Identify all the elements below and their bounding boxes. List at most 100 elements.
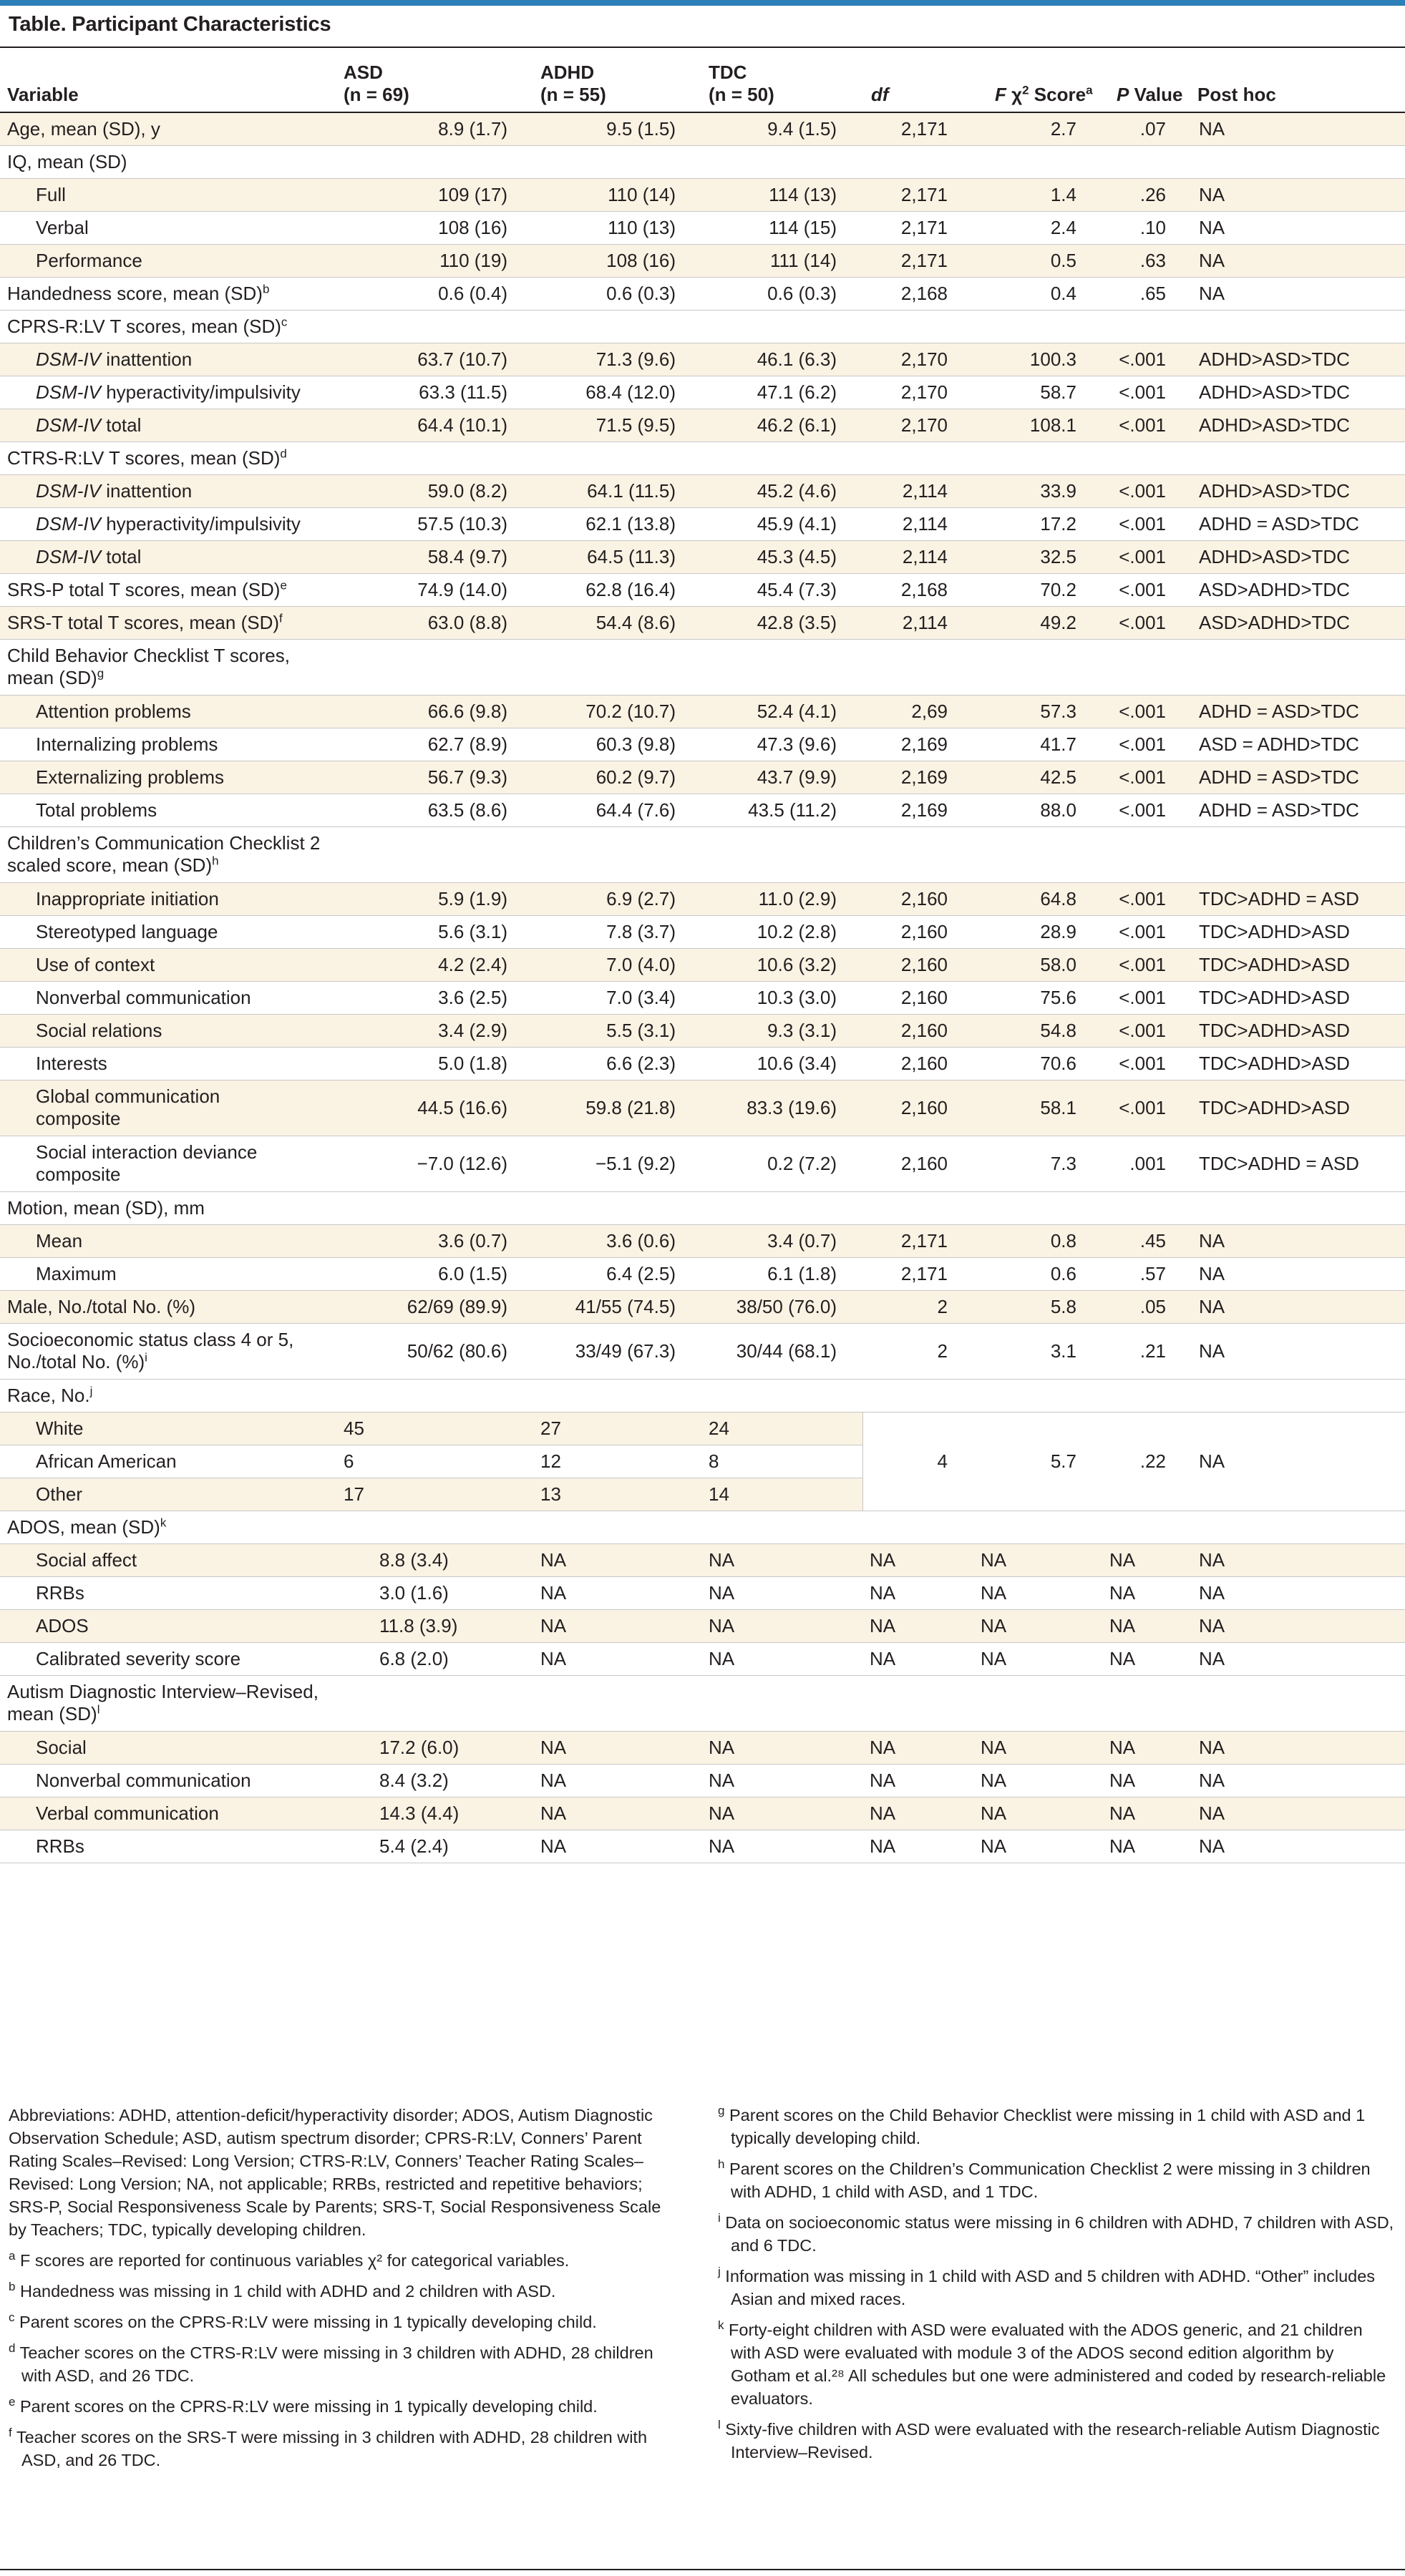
df-value: 2,160 xyxy=(862,1014,973,1048)
row-label: Global communication composite xyxy=(0,1080,336,1136)
f-value: 100.3 xyxy=(973,343,1102,376)
row-label: Maximum xyxy=(0,1257,336,1291)
post-hoc-value: NA xyxy=(1192,1830,1405,1863)
adhd-value: NA xyxy=(533,1764,701,1797)
p-value: NA xyxy=(1102,1642,1192,1676)
asd-value: −7.0 (12.6) xyxy=(336,1136,533,1192)
f-value: 58.0 xyxy=(973,948,1102,982)
tdc-value: 8 xyxy=(701,1445,862,1478)
p-value: .05 xyxy=(1102,1290,1192,1324)
section-label: Children’s Communication Checklist 2 sca… xyxy=(0,826,1405,883)
df-value: 2,160 xyxy=(862,948,973,982)
table-row: DSM-IV hyperactivity/impulsivity 57.5 (10… xyxy=(0,507,1405,541)
f-value: 88.0 xyxy=(973,794,1102,827)
f-value: 3.1 xyxy=(973,1323,1102,1380)
asd-value: 3.0 (1.6) xyxy=(336,1576,533,1610)
adhd-value: 64.1 (11.5) xyxy=(533,474,701,508)
section-row: CPRS-R:LV T scores, mean (SD)c xyxy=(0,310,1405,343)
post-hoc-value: ADHD = ASD>TDC xyxy=(1192,695,1405,728)
p-value: .63 xyxy=(1102,244,1192,278)
table-row: Interests 5.0 (1.8) 6.6 (2.3) 10.6 (3.4) 2,1… xyxy=(0,1047,1405,1080)
tdc-value: 11.0 (2.9) xyxy=(701,882,862,916)
p-value: NA xyxy=(1102,1576,1192,1610)
table-row: DSM-IV total 58.4 (9.7) 64.5 (11.3) 45.3 (4… xyxy=(0,540,1405,574)
asd-value: 5.6 (3.1) xyxy=(336,915,533,949)
tdc-value: 9.4 (1.5) xyxy=(701,112,862,146)
asd-value: 6.0 (1.5) xyxy=(336,1257,533,1291)
adhd-value: 33/49 (67.3) xyxy=(533,1323,701,1380)
footnote: l Sixty-five children with ASD were eval… xyxy=(718,2418,1380,2462)
df-value: 2,171 xyxy=(862,1257,973,1291)
f-value: 54.8 xyxy=(973,1014,1102,1048)
table-row: Social interaction deviance composite −7.… xyxy=(0,1136,1405,1192)
adhd-value: NA xyxy=(533,1642,701,1676)
asd-value: 6 xyxy=(336,1445,533,1478)
table-row: SRS-T total T scores, mean (SD)f 63.0 (8.… xyxy=(0,606,1405,640)
header-df: df xyxy=(862,57,973,113)
row-label: Mean xyxy=(0,1224,336,1258)
p-value: <.001 xyxy=(1102,573,1192,607)
table-row: Attention problems 66.6 (9.8) 70.2 (10.7) 5… xyxy=(0,695,1405,728)
adhd-value: 0.6 (0.3) xyxy=(533,277,701,311)
section-row: ADOS, mean (SD)k xyxy=(0,1511,1405,1544)
table-row: Male, No./total No. (%) 62/69 (89.9) 41/55… xyxy=(0,1290,1405,1324)
p-value: .26 xyxy=(1102,178,1192,212)
tdc-value: NA xyxy=(701,1797,862,1830)
tdc-value: NA xyxy=(701,1576,862,1610)
asd-value: 62.7 (8.9) xyxy=(336,728,533,761)
df-value: 2,114 xyxy=(862,507,973,541)
tdc-value: 30/44 (68.1) xyxy=(701,1323,862,1380)
tdc-value: 111 (14) xyxy=(701,244,862,278)
adhd-value: 7.8 (3.7) xyxy=(533,915,701,949)
race-row: African American 6 12 8 xyxy=(0,1445,1405,1478)
adhd-value: 6.4 (2.5) xyxy=(533,1257,701,1291)
footnote: g Parent scores on the Child Behavior Ch… xyxy=(718,2104,1366,2147)
row-label: Nonverbal communication xyxy=(0,1764,336,1797)
p-value: NA xyxy=(1102,1731,1192,1765)
adhd-value: 9.5 (1.5) xyxy=(533,112,701,146)
table-row: Use of context 4.2 (2.4) 7.0 (4.0) 10.6 (3.… xyxy=(0,948,1405,982)
row-label: Social xyxy=(0,1731,336,1765)
section-label: CPRS-R:LV T scores, mean (SD)c xyxy=(0,310,1405,343)
adhd-value: NA xyxy=(533,1731,701,1765)
tdc-value: 45.2 (4.6) xyxy=(701,474,862,508)
table-row: DSM-IV inattention 59.0 (8.2) 64.1 (11.5) 4… xyxy=(0,474,1405,508)
table-row: Externalizing problems 56.7 (9.3) 60.2 (9.… xyxy=(0,761,1405,794)
section-label: Motion, mean (SD), mm xyxy=(0,1191,1405,1225)
f-value: 28.9 xyxy=(973,915,1102,949)
row-label: Social affect xyxy=(0,1543,336,1577)
asd-value: 5.4 (2.4) xyxy=(336,1830,533,1863)
p-value: NA xyxy=(1102,1797,1192,1830)
post-hoc-value: NA xyxy=(1192,1543,1405,1577)
post-hoc-value: ASD>ADHD>TDC xyxy=(1192,606,1405,640)
p-value: NA xyxy=(1102,1830,1192,1863)
df-value: NA xyxy=(862,1543,973,1577)
adhd-value: 62.8 (16.4) xyxy=(533,573,701,607)
section-row: IQ, mean (SD) xyxy=(0,145,1405,179)
post-hoc-value: NA xyxy=(1192,1290,1405,1324)
asd-value: 63.0 (8.8) xyxy=(336,606,533,640)
table-row: Full 109 (17) 110 (14) 114 (13) 2,171 1.4.26 N… xyxy=(0,178,1405,212)
row-label: Verbal xyxy=(0,211,336,245)
f-value: NA xyxy=(973,1797,1102,1830)
footnote: i Data on socioeconomic status were miss… xyxy=(718,2211,1394,2255)
f-value: NA xyxy=(973,1642,1102,1676)
asd-value: 3.6 (0.7) xyxy=(336,1224,533,1258)
df-value: 2,114 xyxy=(862,540,973,574)
table-row: Social 17.2 (6.0) NA NA NA NA NA NA xyxy=(0,1731,1405,1765)
tdc-value: NA xyxy=(701,1609,862,1643)
df-value: NA xyxy=(862,1830,973,1863)
adhd-value: 13 xyxy=(533,1478,701,1511)
df-value: 2,114 xyxy=(862,606,973,640)
f-value: 0.5 xyxy=(973,244,1102,278)
table-row: Nonverbal communication 8.4 (3.2) NA NA NA NA… xyxy=(0,1764,1405,1797)
table-row: Age, mean (SD), y 8.9 (1.7) 9.5 (1.5) 9.4 (… xyxy=(0,112,1405,146)
header-asd: ASD (n = 69) xyxy=(336,57,533,113)
df-value: 2,170 xyxy=(862,409,973,442)
tdc-value: 9.3 (3.1) xyxy=(701,1014,862,1048)
post-hoc-value: TDC>ADHD>ASD xyxy=(1192,981,1405,1015)
row-label: SRS-T total T scores, mean (SD)f xyxy=(0,606,336,640)
participant-characteristics-table: Variable ASD (n = 69) ADHD (n = 55) TDC (n … xyxy=(0,57,1405,1863)
table-row: Global communication composite 44.5 (16.6… xyxy=(0,1080,1405,1136)
f-value: 70.2 xyxy=(973,573,1102,607)
